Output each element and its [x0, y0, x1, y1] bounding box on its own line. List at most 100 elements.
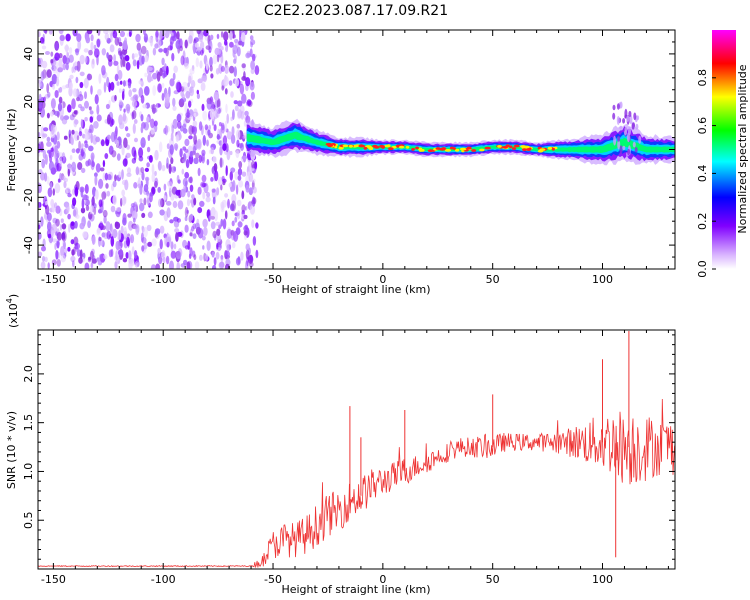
- noise-speckle: [130, 203, 136, 208]
- noise-speckle: [204, 124, 209, 131]
- noise-speckle: [202, 191, 206, 200]
- noise-speckle: [38, 251, 43, 257]
- noise-speckle: [138, 80, 143, 85]
- noise-speckle: [241, 93, 247, 104]
- signal-hotspot: [435, 147, 441, 150]
- noise-speckle: [199, 254, 203, 261]
- noise-speckle: [151, 164, 155, 175]
- noise-speckle: [249, 35, 254, 41]
- colorbar-label: Normalized spectral amplitude: [736, 64, 749, 233]
- noise-speckle: [45, 204, 50, 215]
- spectrogram-x-tick-label: 0: [379, 273, 386, 286]
- signal-hotspot: [454, 148, 460, 152]
- noise-speckle: [96, 114, 102, 122]
- signal-spike-speckle: [627, 148, 631, 156]
- noise-speckle: [221, 124, 225, 134]
- noise-speckle: [44, 256, 48, 263]
- noise-speckle: [231, 193, 237, 204]
- noise-speckle: [59, 34, 65, 41]
- noise-speckle: [220, 184, 223, 191]
- noise-speckle: [197, 78, 203, 84]
- noise-speckle: [106, 37, 111, 44]
- snr-multiplier-base: (x10: [7, 303, 20, 328]
- noise-speckle: [157, 160, 162, 171]
- noise-speckle: [231, 220, 235, 227]
- signal-hotspot: [484, 146, 491, 150]
- noise-speckle: [113, 54, 116, 63]
- noise-speckle: [177, 179, 181, 184]
- noise-speckle: [100, 239, 104, 246]
- noise-speckle: [185, 91, 191, 99]
- noise-speckle: [182, 128, 188, 134]
- noise-speckle: [87, 220, 91, 229]
- signal-hotspot: [325, 142, 332, 146]
- noise-speckle: [115, 240, 120, 251]
- noise-speckle: [216, 228, 221, 236]
- noise-speckle: [62, 175, 66, 181]
- noise-speckle: [45, 51, 50, 55]
- noise-speckle: [154, 228, 161, 235]
- noise-speckle: [119, 80, 123, 85]
- noise-speckle: [164, 92, 170, 104]
- noise-speckle: [138, 48, 142, 57]
- noise-speckle: [87, 73, 91, 81]
- noise-speckle: [101, 232, 106, 238]
- noise-speckle: [230, 229, 235, 236]
- noise-speckle: [166, 157, 169, 168]
- noise-speckle: [216, 47, 222, 55]
- noise-speckle: [175, 81, 180, 91]
- noise-speckle: [241, 155, 247, 160]
- noise-speckle: [71, 129, 75, 135]
- noise-speckle: [98, 178, 104, 189]
- signal-spike-speckle: [612, 104, 616, 111]
- noise-speckle: [213, 124, 217, 132]
- noise-speckle: [70, 221, 75, 226]
- signal-spike-speckle: [638, 135, 642, 144]
- noise-speckle: [101, 48, 107, 56]
- noise-speckle: [169, 144, 174, 155]
- signal-spike-speckle: [619, 125, 623, 130]
- noise-speckle: [236, 123, 241, 129]
- noise-speckle: [247, 161, 252, 167]
- noise-speckle: [210, 34, 214, 40]
- signal-spike-speckle: [635, 123, 639, 130]
- spectrogram-panel: -150 -100 -50 0 50 100 -40 -20 0 20 40 Height of …: [5, 29, 676, 296]
- snr-multiplier-label: (x104): [5, 294, 20, 328]
- snr-frame: [37, 329, 676, 570]
- noise-speckle: [133, 150, 137, 161]
- noise-speckle: [237, 100, 243, 107]
- noise-speckle: [250, 42, 254, 48]
- noise-speckle: [133, 182, 138, 189]
- noise-speckle: [168, 163, 172, 175]
- noise-speckle: [89, 116, 94, 123]
- noise-speckle: [175, 232, 179, 242]
- noise-speckle: [209, 108, 215, 120]
- noise-speckle: [38, 93, 42, 101]
- spectrogram-plot-area: [38, 30, 675, 269]
- noise-speckle: [157, 247, 161, 255]
- noise-speckle: [212, 265, 217, 269]
- noise-speckle: [251, 178, 256, 183]
- noise-speckle: [197, 228, 204, 239]
- noise-speckle: [175, 189, 181, 196]
- noise-speckle: [48, 150, 52, 159]
- noise-speckle: [232, 109, 235, 120]
- noise-speckle: [51, 230, 55, 238]
- noise-speckle: [141, 212, 146, 218]
- noise-speckle: [226, 131, 233, 140]
- noise-speckle: [206, 99, 212, 110]
- noise-speckle: [98, 237, 102, 242]
- noise-speckle: [218, 176, 224, 186]
- noise-speckle: [212, 54, 218, 65]
- noise-speckle: [201, 182, 207, 188]
- noise-speckle: [170, 35, 175, 41]
- noise-speckle: [175, 40, 181, 50]
- noise-speckle: [54, 52, 60, 61]
- noise-speckle: [216, 98, 221, 109]
- noise-speckle: [88, 49, 93, 56]
- noise-speckle: [65, 33, 71, 42]
- noise-speckle: [146, 162, 150, 168]
- signal-hotspot: [418, 147, 423, 151]
- noise-speckle: [196, 93, 200, 100]
- noise-speckle: [154, 149, 159, 161]
